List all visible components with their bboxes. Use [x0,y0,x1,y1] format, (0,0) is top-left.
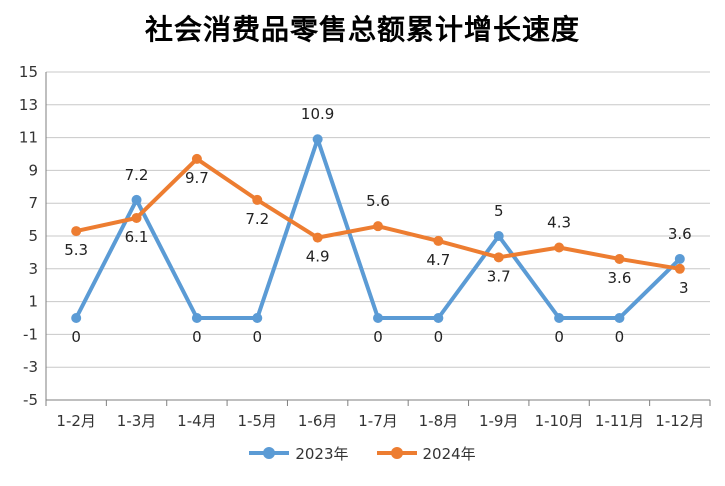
data-point [554,313,565,323]
data-point [614,313,625,323]
x-tick-label: 1-7月 [358,412,398,430]
data-point [674,263,685,274]
data-point [433,235,444,246]
data-point [312,232,323,243]
legend-label-2024: 2024年 [422,444,476,463]
y-tick-label: 1 [28,293,38,311]
x-tick-label: 1-6月 [298,412,338,430]
data-point [614,253,625,264]
chart-title: 社会消费品零售总额累计增长速度 [144,13,580,46]
data-label: 3 [679,279,689,297]
y-tick-label: 9 [28,161,38,179]
data-label: 9.7 [185,169,209,187]
data-label: 3.6 [668,225,692,243]
data-label: 0 [192,328,202,346]
x-tick-label: 1-9月 [479,412,519,430]
legend: 2023年 2024年 [0,440,725,466]
y-tick-label: 5 [28,227,38,245]
data-label: 0 [252,328,262,346]
data-point [493,231,504,241]
legend-label-2023: 2023年 [295,444,349,463]
y-tick-label: 15 [19,63,38,81]
data-label: 0 [373,328,383,346]
x-tick-label: 1-10月 [535,412,584,430]
y-tick-label: -3 [23,358,38,376]
data-label: 4.3 [547,213,571,231]
x-tick-label: 1-2月 [56,412,96,430]
y-tick-label: 3 [28,260,38,278]
data-point [131,194,142,205]
data-label: 0 [554,328,564,346]
x-tick-label: 1-11月 [595,412,644,430]
legend-item-2024[interactable]: 2024年 [376,443,476,464]
y-tick-label: 11 [19,129,38,147]
y-tick-label: -5 [23,391,38,409]
data-point [373,221,383,232]
data-point [312,134,323,145]
data-label: 5.6 [366,192,390,210]
legend-item-2023[interactable]: 2023年 [249,443,349,464]
data-label: 6.1 [125,228,149,246]
data-point [191,153,202,164]
data-label: 10.9 [301,105,334,123]
y-tick-label: 7 [28,194,38,212]
data-point [252,313,263,323]
x-tick-label: 1-8月 [419,412,459,430]
data-point [493,252,504,263]
data-label: 0 [615,328,625,346]
data-label: 7.2 [125,166,149,184]
legend-marker-2024 [376,446,417,460]
x-tick-label: 1-12月 [655,412,704,430]
data-point [131,212,142,223]
data-label: 5 [494,202,504,220]
data-label: 4.9 [306,248,330,266]
data-point [191,313,202,323]
y-tick-label: 13 [19,96,38,114]
y-tick-label: -1 [23,325,38,343]
data-label: 5.3 [64,241,88,259]
data-point [71,226,82,237]
data-label: 0 [434,328,444,346]
data-point [373,313,383,323]
legend-marker-2023 [249,446,290,460]
data-point [674,253,685,264]
data-label: 0 [71,328,81,346]
data-point [433,313,444,323]
data-point [554,242,565,253]
series-line-2024年 [74,156,682,271]
data-point [252,194,263,205]
data-label: 3.7 [487,267,511,285]
data-point [71,313,82,323]
data-label: 7.2 [245,210,269,228]
data-label: 4.7 [426,251,450,269]
x-tick-label: 1-3月 [117,412,157,430]
x-tick-label: 1-5月 [238,412,278,430]
x-tick-label: 1-4月 [177,412,217,430]
data-label: 3.6 [608,269,632,287]
